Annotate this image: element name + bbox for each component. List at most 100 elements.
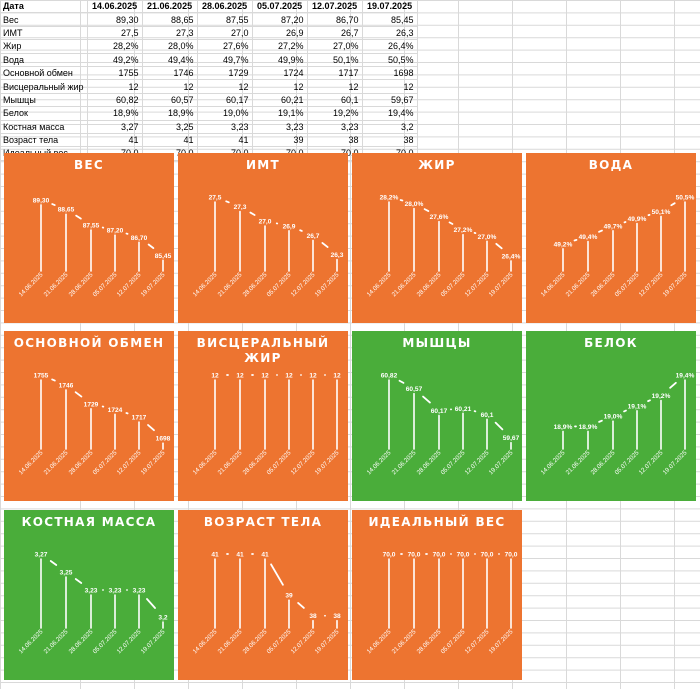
value-cell[interactable]: 18,9% (87, 106, 143, 121)
chart-card[interactable]: ОСНОВНОЙ ОБМЕН 1755 1746 1729 1724 1717 1698 14… (4, 331, 174, 501)
value-cell[interactable]: 41 (142, 133, 198, 148)
value-cell[interactable]: 3,27 (87, 120, 143, 134)
chart-card[interactable]: МЫШЦЫ 60,82 60,57 60,17 60,21 60,1 59,67 14.06.… (352, 331, 522, 501)
row-label-cell[interactable]: Мышцы (0, 93, 88, 108)
value-cell[interactable]: 28,2% (87, 39, 143, 54)
value-cell[interactable]: 27,6% (197, 39, 253, 54)
chart-card[interactable]: ИДЕАЛЬНЫЙ ВЕС 70,0 70,0 70,0 70,0 70,0 70,0 14.… (352, 510, 522, 680)
value-cell[interactable]: 27,5 (87, 26, 143, 41)
data-label: 70,0 (481, 552, 494, 559)
value-cell[interactable]: 3,25 (142, 120, 198, 134)
row-label-cell[interactable]: Белок (0, 106, 88, 121)
value-cell[interactable]: 12 (307, 79, 363, 94)
value-cell[interactable]: 41 (197, 133, 253, 148)
value-cell[interactable]: 1698 (362, 66, 418, 81)
series-segment (321, 241, 329, 249)
value-cell[interactable]: 1724 (252, 66, 308, 81)
chart-plot: 41 41 41 39 38 38 14.06.202521.06.202528.06.20… (192, 552, 341, 656)
row-label-cell[interactable]: Возраст тела (0, 133, 88, 148)
value-cell[interactable]: 27,3 (142, 26, 198, 41)
chart-card[interactable]: ВИСЦЕРАЛЬНЫЙ ЖИР 12 12 12 12 12 12 14.06.2025 21… (178, 331, 348, 501)
value-cell[interactable]: 27,2% (252, 39, 308, 54)
value-cell[interactable]: 19.07.2025 (362, 0, 418, 14)
value-cell[interactable]: 49,2% (87, 53, 143, 67)
value-cell[interactable]: 27,0 (197, 26, 253, 41)
chart-card[interactable]: ВЕС 89,30 88,65 87,55 87,20 86,70 85,45 14.06.2… (4, 153, 174, 323)
row-label-cell[interactable]: ИМТ (0, 26, 88, 41)
value-cell[interactable]: 3,23 (252, 120, 308, 134)
value-cell[interactable]: 60,57 (142, 93, 198, 108)
value-cell[interactable]: 28,0% (142, 39, 198, 54)
chart-card[interactable]: БЕЛОК 18,9% 18,9% 19,0% 19,1% 19,2% 19,4% 14.06… (526, 331, 696, 501)
table-row: Основной обмен 1755 1746 1729 1724 1717 1698 (0, 66, 418, 81)
value-cell[interactable]: 19,1% (252, 106, 308, 121)
value-cell[interactable]: 26,3 (362, 26, 418, 41)
row-label-cell[interactable]: Вес (0, 12, 88, 27)
row-label-cell[interactable]: Вода (0, 53, 88, 67)
value-cell[interactable]: 85,45 (362, 12, 418, 27)
chart-card[interactable]: КОСТНАЯ МАССА 3,27 3,25 3,23 3,23 3,23 3,2 14.0… (4, 510, 174, 680)
value-cell[interactable]: 49,4% (142, 53, 198, 67)
value-cell[interactable]: 86,70 (307, 12, 363, 27)
value-cell[interactable]: 59,67 (362, 93, 418, 108)
value-cell[interactable]: 12 (197, 79, 253, 94)
value-cell[interactable]: 12.07.2025 (307, 0, 363, 14)
value-cell[interactable]: 38 (362, 133, 418, 148)
value-cell[interactable]: 89,30 (87, 12, 143, 27)
value-cell[interactable]: 60,82 (87, 93, 143, 108)
value-cell[interactable]: 26,4% (362, 39, 418, 54)
value-cell[interactable]: 1717 (307, 66, 363, 81)
value-cell[interactable]: 38 (307, 133, 363, 148)
value-cell[interactable]: 21.06.2025 (142, 0, 198, 14)
value-cell[interactable]: 60,21 (252, 93, 308, 108)
x-tick-label: 05.07.2025 (92, 449, 119, 476)
row-label-cell[interactable]: Костная масса (0, 120, 88, 134)
value-cell[interactable]: 60,1 (307, 93, 363, 108)
value-cell[interactable]: 26,7 (307, 26, 363, 41)
value-cell[interactable]: 50,1% (307, 53, 363, 67)
chart-plot: 89,30 88,65 87,55 87,20 86,70 85,45 14.06.2025… (18, 197, 172, 298)
value-cell[interactable]: 19,2% (307, 106, 363, 121)
row-label-cell[interactable]: Дата (0, 0, 88, 14)
value-cell[interactable]: 49,7% (197, 53, 253, 67)
value-cell[interactable]: 14.06.2025 (87, 0, 143, 14)
value-cell[interactable]: 41 (87, 133, 143, 148)
value-cell[interactable]: 27,0% (307, 39, 363, 54)
x-tick-label: 14.06.2025 (18, 271, 45, 298)
value-cell[interactable]: 19,4% (362, 106, 418, 121)
value-cell[interactable]: 26,9 (252, 26, 308, 41)
value-cell[interactable]: 18,9% (142, 106, 198, 121)
value-cell[interactable]: 28.06.2025 (197, 0, 253, 14)
value-cell[interactable]: 3,23 (197, 120, 253, 134)
chart-card[interactable]: ИМТ 27,5 27,3 27,0 26,9 26,7 26,3 14.06.2025 21.… (178, 153, 348, 323)
value-cell[interactable]: 05.07.2025 (252, 0, 308, 14)
row-label-cell[interactable]: Жир (0, 39, 88, 54)
row-label-cell[interactable]: Основной обмен (0, 66, 88, 81)
series-segment (573, 239, 578, 242)
chart-card[interactable]: ЖИР 28,2% 28,0% 27,6% 27,2% 27,0% 26,4% 14.06.2… (352, 153, 522, 323)
value-cell[interactable]: 88,65 (142, 12, 198, 27)
value-cell[interactable]: 1729 (197, 66, 253, 81)
value-cell[interactable]: 87,55 (197, 12, 253, 27)
data-label: 70,0 (383, 552, 396, 559)
value-cell[interactable]: 49,9% (252, 53, 308, 67)
value-cell[interactable]: 12 (87, 79, 143, 94)
value-cell[interactable]: 1755 (87, 66, 143, 81)
value-cell[interactable]: 60,17 (197, 93, 253, 108)
row-label-cell[interactable]: Висцеральный жир (0, 79, 88, 94)
data-label: 19,0% (604, 414, 623, 421)
data-label: 28,2% (380, 195, 399, 202)
value-cell[interactable]: 87,20 (252, 12, 308, 27)
chart-card[interactable]: ВОЗРАСТ ТЕЛА 41 41 41 39 38 38 14.06.2025 21.06.… (178, 510, 348, 680)
value-cell[interactable]: 19,0% (197, 106, 253, 121)
value-cell[interactable]: 12 (252, 79, 308, 94)
chart-card[interactable]: ВОДА 49,2% 49,4% 49,7% 49,9% 50,1% 50,5% 14.06.… (526, 153, 696, 323)
value-cell[interactable]: 1746 (142, 66, 198, 81)
value-cell[interactable]: 3,2 (362, 120, 418, 134)
value-cell[interactable]: 12 (362, 79, 418, 94)
series-segment (146, 598, 156, 609)
value-cell[interactable]: 12 (142, 79, 198, 94)
value-cell[interactable]: 39 (252, 133, 308, 148)
value-cell[interactable]: 50,5% (362, 53, 418, 67)
value-cell[interactable]: 3,23 (307, 120, 363, 134)
